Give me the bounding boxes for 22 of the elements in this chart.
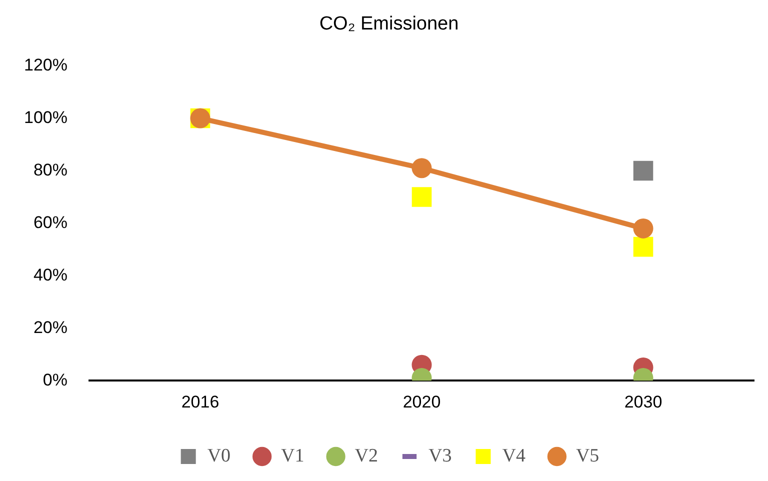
y-tick-label: 120% bbox=[24, 55, 68, 74]
point bbox=[633, 218, 654, 238]
legend-label: V1 bbox=[281, 445, 304, 466]
point bbox=[633, 236, 654, 257]
legend-label: V0 bbox=[207, 445, 231, 466]
point bbox=[633, 160, 654, 181]
point bbox=[412, 158, 432, 178]
legend-label: V2 bbox=[354, 445, 378, 466]
y-tick-label: 80% bbox=[33, 160, 68, 180]
y-tick-label: 60% bbox=[33, 212, 68, 232]
y-tick-label: 100% bbox=[24, 108, 68, 127]
legend-label: V5 bbox=[576, 445, 600, 466]
y-tick-label: 0% bbox=[42, 370, 68, 390]
y-tick-label: 20% bbox=[33, 318, 68, 337]
legend-label: V4 bbox=[502, 445, 526, 466]
x-tick-label: 2020 bbox=[402, 392, 441, 412]
y-tick-label: 40% bbox=[33, 265, 68, 284]
x-tick-label: 2016 bbox=[181, 392, 220, 412]
legend-label: V3 bbox=[428, 445, 452, 466]
point bbox=[412, 187, 432, 207]
chart-title: CO₂ Emissionen bbox=[319, 14, 459, 35]
x-tick-label: 2030 bbox=[624, 392, 662, 412]
